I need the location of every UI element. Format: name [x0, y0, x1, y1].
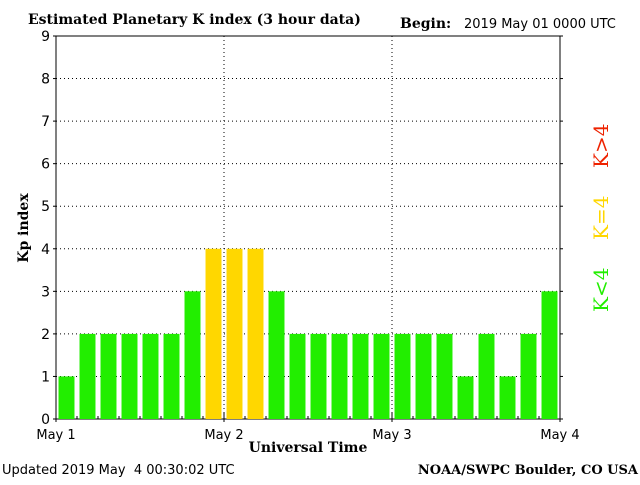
- y-tick-label: 5: [41, 199, 50, 215]
- y-tick-label: 0: [41, 412, 50, 428]
- chart-title: Estimated Planetary K index (3 hour data…: [28, 12, 361, 28]
- y-axis-title: Kp index: [16, 193, 32, 263]
- y-tick-label: 8: [41, 72, 50, 88]
- kp-bar: [79, 333, 96, 419]
- kp-bar: [541, 291, 558, 419]
- kp-bar: [142, 333, 159, 419]
- y-tick-label: 9: [41, 29, 50, 45]
- kp-bar: [121, 333, 138, 419]
- x-tick-label: May 3: [372, 428, 411, 443]
- x-ticks: May 1 May 2 May 3 May 4: [36, 412, 580, 443]
- y-tick-label: 4: [41, 242, 50, 258]
- begin-label: Begin:: [400, 16, 451, 32]
- legend-equal: K=4: [589, 196, 613, 240]
- kp-bar: [436, 333, 453, 419]
- kp-bar: [499, 376, 516, 419]
- kp-bar: [331, 333, 348, 419]
- kp-bar: [247, 248, 264, 419]
- x-tick-label: May 4: [540, 428, 579, 443]
- kp-bar: [310, 333, 327, 419]
- kp-bar: [163, 333, 180, 419]
- begin-value: 2019 May 01 0000 UTC: [464, 17, 616, 32]
- kp-bar: [478, 333, 495, 419]
- bars-group: [58, 248, 558, 419]
- grid-lines: [56, 35, 560, 419]
- kp-bar: [289, 333, 306, 419]
- kp-bar: [100, 333, 117, 419]
- kp-bar: [415, 333, 432, 419]
- y-tick-label: 6: [41, 157, 50, 173]
- kp-bar: [394, 333, 411, 419]
- legend-low: K<4: [589, 268, 613, 312]
- kp-bar: [205, 248, 222, 419]
- legend-high: K>4: [589, 124, 613, 168]
- kp-bar: [58, 376, 75, 419]
- y-ticks: 0 1 2 3 4 5 6 7 8 9: [41, 29, 563, 428]
- kp-bar: [457, 376, 474, 419]
- updated-text: Updated 2019 May 4 00:30:02 UTC: [2, 463, 235, 478]
- x-tick-label: May 2: [204, 428, 243, 443]
- y-tick-label: 3: [41, 284, 50, 300]
- kp-bar: [184, 291, 201, 419]
- y-tick-label: 1: [41, 369, 50, 385]
- kp-bar: [520, 333, 537, 419]
- kp-bar: [268, 291, 285, 419]
- x-axis-title: Universal Time: [249, 440, 368, 456]
- x-tick-label: May 1: [36, 428, 75, 443]
- kp-bar: [226, 248, 243, 419]
- y-tick-label: 7: [41, 114, 50, 130]
- kp-bar: [373, 333, 390, 419]
- credit-text: NOAA/SWPC Boulder, CO USA: [418, 463, 639, 478]
- plot-area: [55, 35, 561, 420]
- kp-bar: [352, 333, 369, 419]
- y-tick-label: 2: [41, 327, 50, 343]
